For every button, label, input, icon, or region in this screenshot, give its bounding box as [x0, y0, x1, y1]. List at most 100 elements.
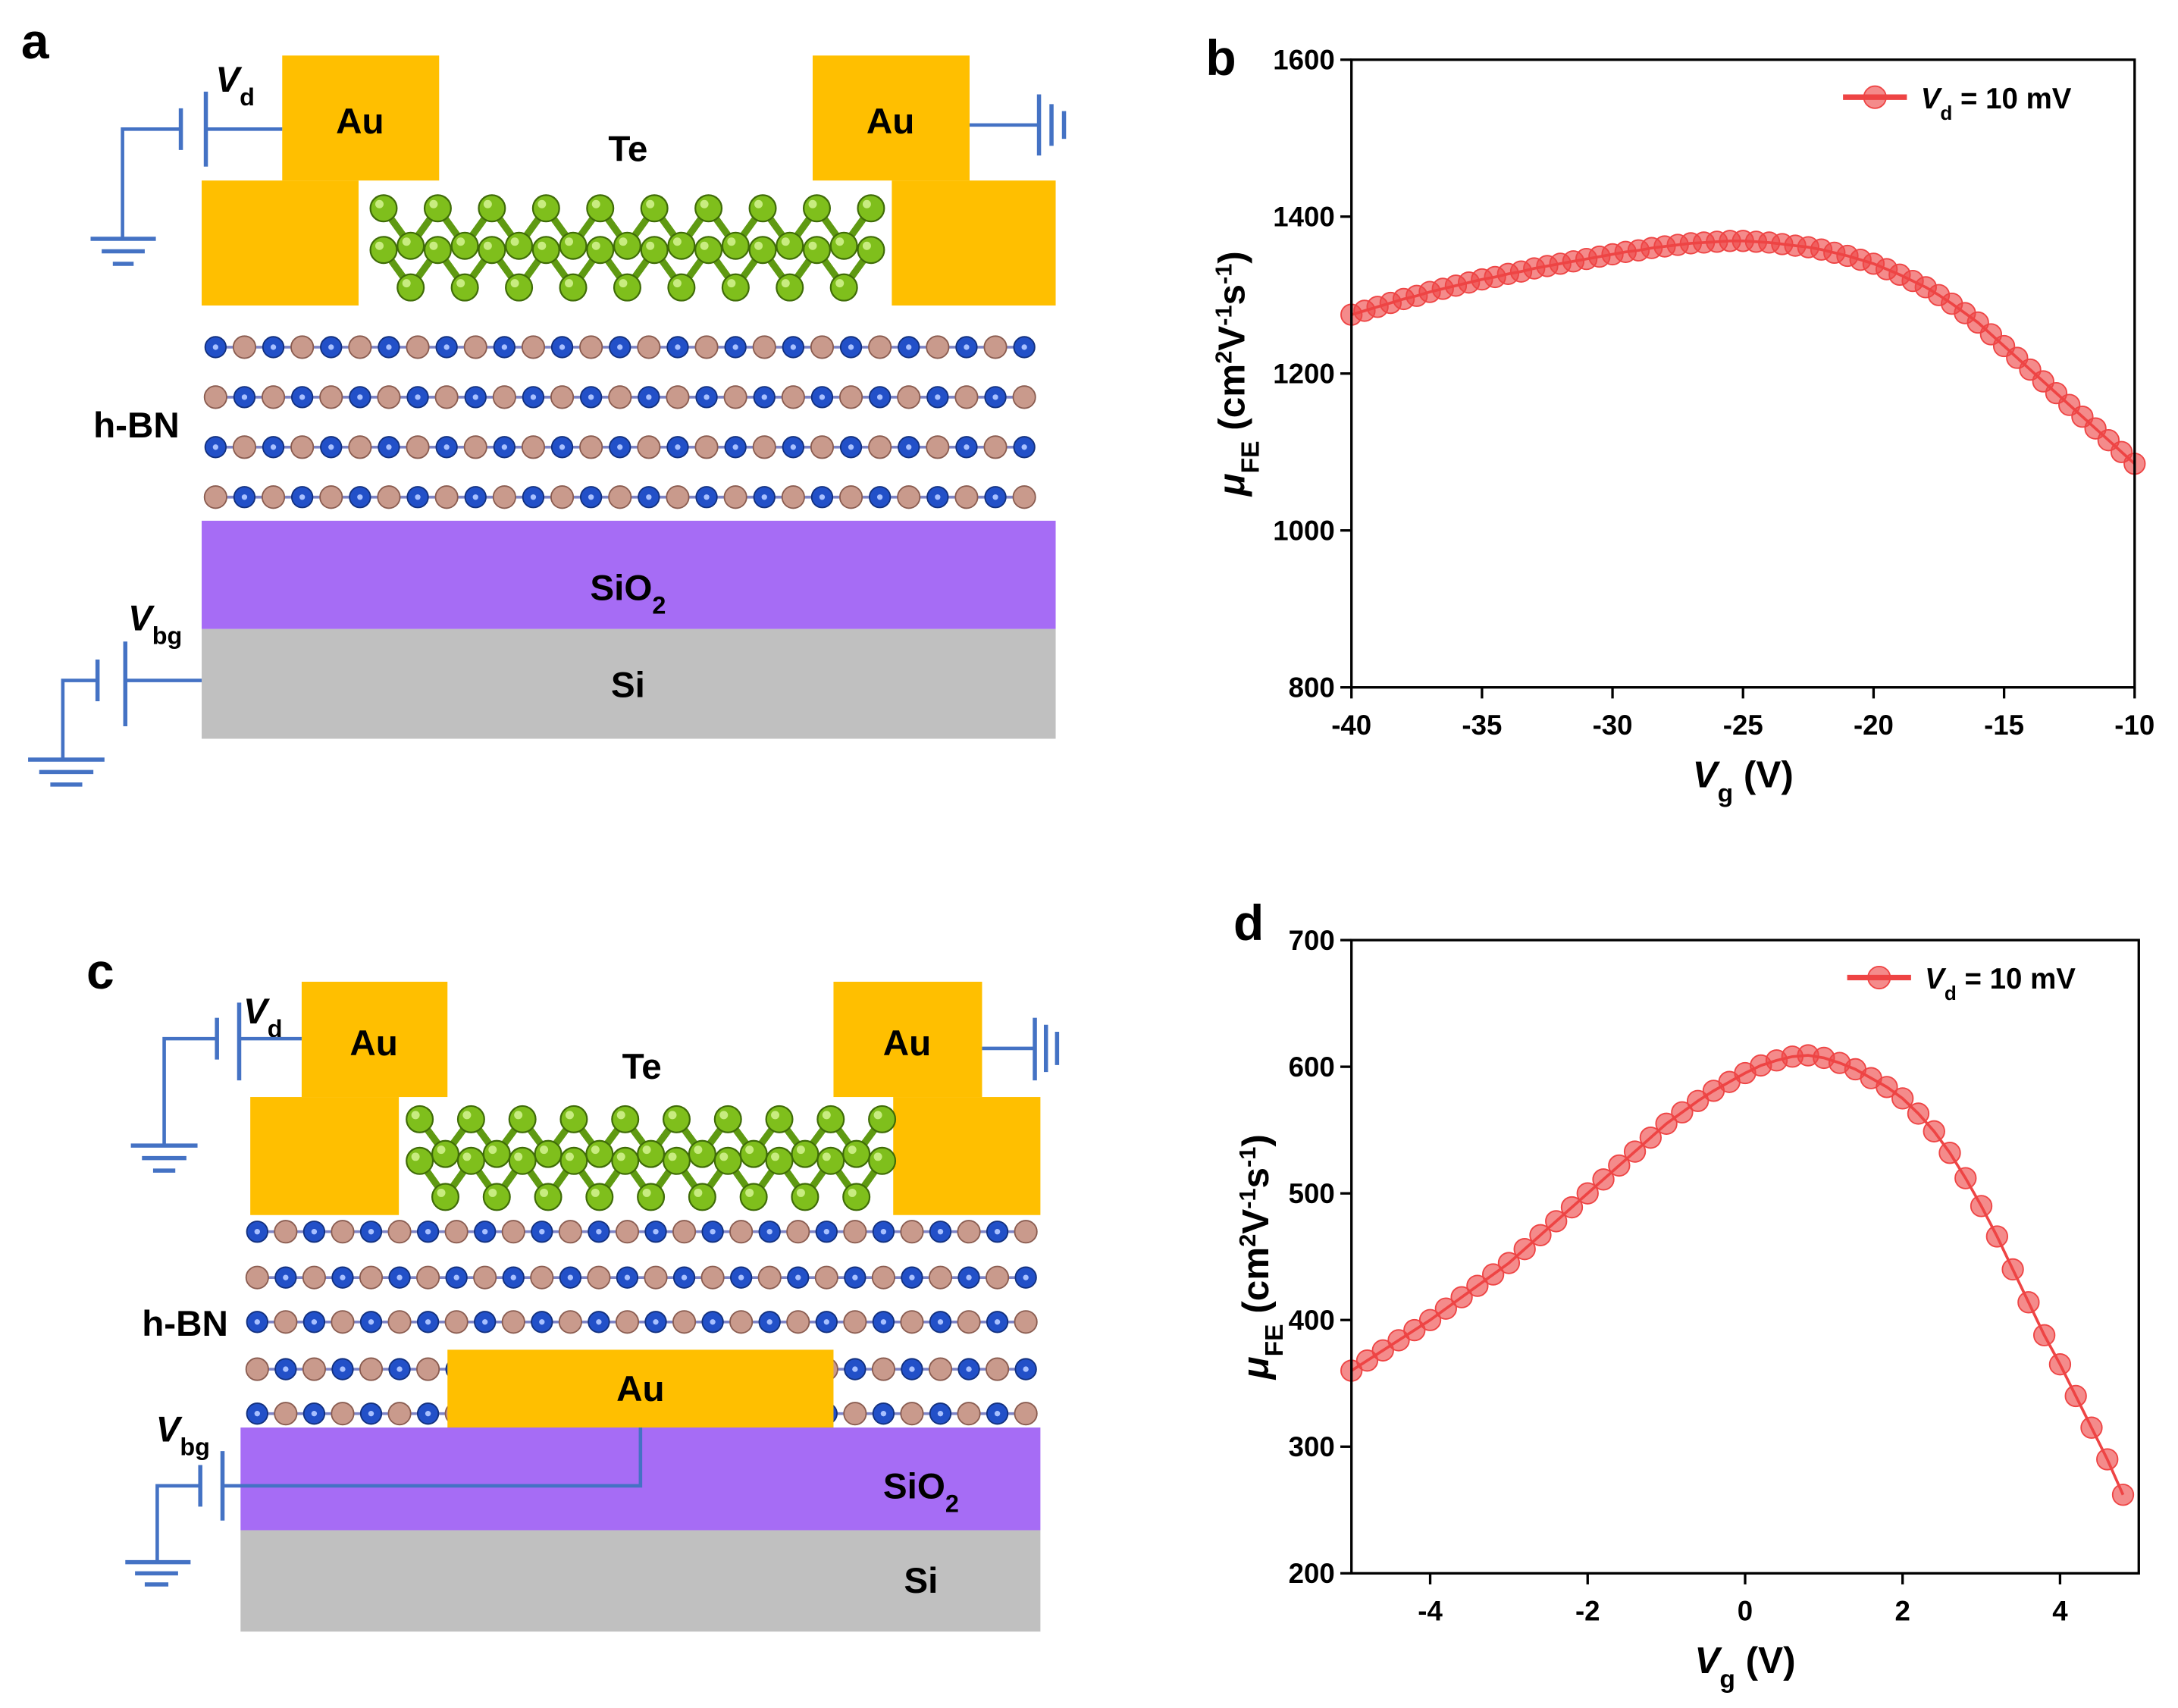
te-atom-highlight — [537, 199, 547, 208]
b-atom — [957, 1402, 981, 1426]
b-atom — [752, 335, 776, 359]
n-atom-highlight — [482, 1319, 488, 1325]
n-atom-highlight — [241, 394, 248, 400]
b-atom — [843, 1220, 867, 1244]
y-tick-label: 500 — [1289, 1178, 1335, 1209]
te-atom-highlight — [672, 279, 682, 288]
y-axis-label-part: ) — [1235, 1134, 1277, 1146]
b-atom — [261, 485, 286, 509]
n-atom-highlight — [704, 494, 710, 500]
b-atom — [521, 435, 546, 459]
sio2-label-part: SiO — [883, 1466, 945, 1506]
te-atom — [802, 236, 831, 265]
n-atom-highlight — [766, 1229, 772, 1235]
b-atom — [1012, 385, 1036, 409]
b-atom — [444, 1310, 469, 1334]
b-atom — [871, 1357, 895, 1381]
data-point — [1434, 1297, 1457, 1320]
x-tick-label: -25 — [1723, 710, 1763, 741]
te-atom — [713, 1146, 742, 1175]
te-atom-highlight — [771, 1111, 780, 1120]
data-point — [1560, 1196, 1584, 1219]
b-atom — [781, 485, 805, 509]
n-atom-highlight — [559, 344, 566, 350]
x-tick-label: -10 — [2114, 710, 2154, 741]
b-atom — [637, 335, 661, 359]
te-atom — [482, 1183, 511, 1211]
n-atom-highlight — [254, 1229, 260, 1235]
te-atom-highlight — [488, 1188, 497, 1197]
y-axis-label-part: s — [1235, 1167, 1277, 1189]
te-atom-highlight — [483, 241, 492, 250]
b-atom — [871, 1265, 895, 1290]
b-atom — [986, 1265, 1010, 1290]
te-atom-highlight — [727, 279, 736, 288]
b-atom — [416, 1357, 440, 1381]
data-point — [1418, 1308, 1442, 1331]
n-atom-highlight — [732, 444, 738, 450]
data-point — [1450, 1286, 1473, 1308]
n-atom-highlight — [254, 1411, 260, 1417]
data-point — [2032, 1324, 2056, 1346]
b-atom — [838, 485, 863, 509]
data-point — [2001, 1258, 2024, 1281]
b-atom — [473, 1265, 497, 1290]
te-atom-highlight — [402, 279, 411, 288]
te-atom — [586, 194, 615, 223]
te-atom-highlight — [510, 237, 519, 246]
b-atom — [558, 1310, 582, 1334]
te-atom-highlight — [616, 1111, 625, 1120]
data-point — [2096, 1448, 2119, 1471]
au-gate — [447, 1349, 834, 1428]
te-atom — [640, 194, 669, 223]
data-point — [2064, 1384, 2087, 1408]
n-atom-highlight — [880, 1229, 887, 1235]
te-atom-highlight — [848, 1188, 857, 1197]
n-atom-highlight — [710, 1319, 716, 1325]
n-atom-highlight — [624, 1274, 631, 1280]
b-atom — [838, 385, 863, 409]
te-atom-highlight — [456, 237, 465, 246]
b-atom — [359, 1265, 384, 1290]
sio2-label-part: 2 — [652, 591, 666, 619]
te-atom-highlight — [565, 1111, 574, 1120]
te-atom — [611, 1105, 640, 1133]
te-atom-highlight — [835, 237, 845, 246]
n-atom-highlight — [992, 394, 998, 400]
vd-label-part: V — [243, 992, 271, 1032]
n-atom-highlight — [766, 1319, 772, 1325]
n-atom-highlight — [328, 444, 334, 450]
b-atom — [203, 385, 227, 409]
data-point — [1387, 1329, 1410, 1352]
te-atom — [662, 1146, 691, 1175]
data-point — [1576, 1182, 1599, 1205]
n-atom-highlight — [311, 1411, 318, 1417]
n-atom-highlight — [340, 1274, 346, 1280]
vd-label-part: d — [240, 83, 255, 111]
b-atom — [897, 485, 921, 509]
b-atom — [232, 335, 257, 359]
n-atom-highlight — [539, 1229, 545, 1235]
n-atom-highlight — [368, 1229, 374, 1235]
b-atom — [319, 485, 343, 509]
te-atom — [816, 1146, 845, 1175]
b-atom — [900, 1220, 924, 1244]
te-atom — [776, 231, 804, 260]
n-atom-highlight — [283, 1366, 289, 1372]
b-atom — [843, 1310, 867, 1334]
data-point — [2080, 1416, 2103, 1439]
au-electrode — [893, 1097, 1041, 1215]
n-atom-highlight — [212, 344, 219, 350]
te-atom-highlight — [694, 1145, 703, 1155]
te-atom — [868, 1146, 897, 1175]
vd-label: Vd — [215, 60, 255, 111]
y-axis-label-part: ) — [1211, 251, 1253, 263]
b-atom — [521, 335, 546, 359]
te-atom — [559, 273, 588, 302]
n-atom-highlight — [1023, 1366, 1029, 1372]
te-atom — [613, 231, 641, 260]
au-label: Au — [336, 102, 384, 142]
b-atom — [434, 385, 459, 409]
te-atom — [531, 194, 560, 223]
te-atom — [721, 273, 750, 302]
